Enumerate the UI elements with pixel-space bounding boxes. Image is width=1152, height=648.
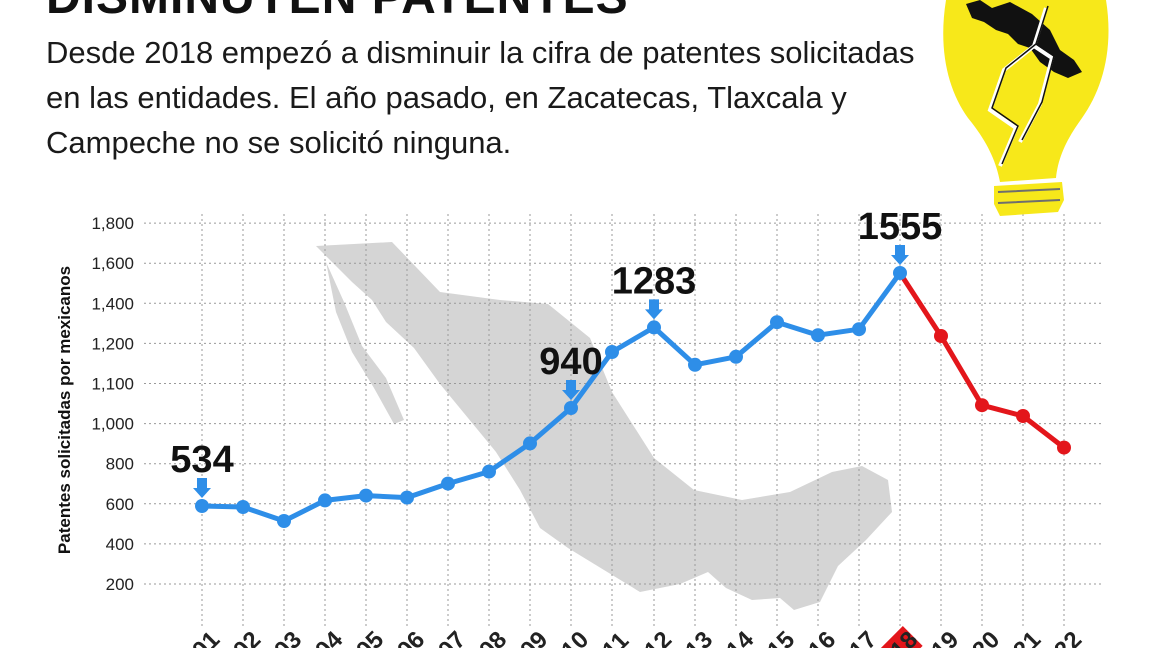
x-tick-label: 20 [967,626,1005,648]
x-tick-label-group: 21 [1008,626,1046,648]
y-tick-label: 600 [106,495,134,514]
y-tick-label: 1,800 [91,214,134,233]
data-point [318,493,332,508]
x-tick-label: 22 [1049,626,1087,648]
x-tick-label-group: 12 [639,626,677,648]
data-point [523,436,537,451]
data-point [852,322,866,337]
y-tick-label: 1,600 [91,254,134,273]
callout-arrow [562,380,580,400]
x-tick-label: 06 [392,626,430,648]
page-title: DISMINUYEN PATENTES [46,0,629,25]
x-tick-label-group: 05 [351,626,389,648]
y-tick-label: 400 [106,535,134,554]
page-subtitle: Desde 2018 empezó a disminuir la cifra d… [46,35,915,160]
x-tick-label: 13 [680,626,718,648]
x-tick-label: 15 [762,626,800,648]
x-tick-label: 18 [885,626,923,648]
data-point [482,464,496,479]
y-tick-label: 1,100 [91,375,134,394]
x-tick-label-group: 10 [556,626,594,648]
x-tick-label-group: 15 [762,626,800,648]
callout-label: 534 [170,439,233,481]
x-tick-label-group: 18 [878,626,923,648]
x-tick-label: 04 [310,626,348,648]
x-tick-label: 07 [433,626,471,648]
data-point [236,500,250,514]
x-tick-label: 17 [844,626,882,648]
x-tick-label: 09 [515,626,553,648]
x-tick-label-group: 14 [721,626,759,648]
x-tick-label-group: 11 [597,627,634,648]
x-tick-label-group: 03 [269,626,307,648]
x-tick-label-group: 04 [310,626,348,648]
x-tick-label-group: 22 [1049,626,1087,648]
data-point [770,315,784,330]
data-point [441,476,455,491]
data-point [893,266,907,280]
x-tick-label-group: 16 [803,626,841,648]
x-tick-label-group: 08 [474,626,512,648]
x-tick-label: 11 [597,627,634,648]
x-tick-label-group: 01 [187,626,225,648]
x-tick-label: 12 [639,626,677,648]
x-tick-label: 14 [721,626,759,648]
y-tick-label: 200 [106,575,134,594]
data-point [647,320,661,335]
data-point [934,329,948,343]
rising-series-line [201,271,903,524]
callout-label: 1283 [612,260,697,302]
cracked-lightbulb-icon [943,0,1109,216]
series-points [195,266,1071,528]
y-axis-ticks: 200 400 600 800 1,000 1,100 1,200 1,400 1,600 1,8… [91,214,134,594]
x-tick-label-group: 13 [680,626,718,648]
x-tick-label: 16 [803,626,841,648]
x-tick-label-group: 07 [433,626,471,648]
y-tick-label: 1,400 [91,294,134,313]
data-point [1016,409,1030,423]
x-tick-label: 08 [474,626,512,648]
x-tick-label: 21 [1008,626,1046,648]
y-tick-label: 800 [106,455,134,474]
data-point [400,490,414,505]
data-point [975,398,989,413]
x-tick-label: 05 [351,626,389,648]
data-point [605,345,619,359]
x-tick-label: 10 [556,626,594,648]
data-point [811,328,825,343]
x-tick-label-group: 09 [515,626,553,648]
data-point [277,514,291,528]
data-point [359,488,373,503]
callout-arrow [891,245,909,265]
x-tick-label: 01 [187,626,225,648]
data-point [729,349,743,364]
x-tick-label: 03 [269,626,307,648]
y-axis-label: Patentes solicitadas por mexicanos [55,266,74,554]
x-axis-ticks: 01 02 03 04 05 06 07 08 09 10 11 12 13 14 15 16 17 18 19 20… [187,626,1087,648]
callout-label: 940 [539,341,602,383]
data-point [564,401,578,415]
x-tick-label-group: 02 [228,626,266,648]
x-tick-label-group: 06 [392,626,430,648]
callout-label: 1555 [858,206,943,248]
data-point [688,357,702,372]
callout-arrow [645,299,663,320]
x-tick-label-group: 17 [844,626,882,648]
data-point [1057,440,1071,455]
callout-arrow [193,478,211,498]
x-tick-label: 02 [228,626,266,648]
y-tick-label: 1,200 [91,334,134,353]
mexico-map-silhouette [316,242,892,610]
y-tick-label: 1,000 [91,415,134,434]
x-tick-label-group: 20 [967,626,1005,648]
x-tick-label-group: 19 [926,626,964,648]
data-point [195,499,209,513]
x-tick-label: 19 [926,626,964,648]
